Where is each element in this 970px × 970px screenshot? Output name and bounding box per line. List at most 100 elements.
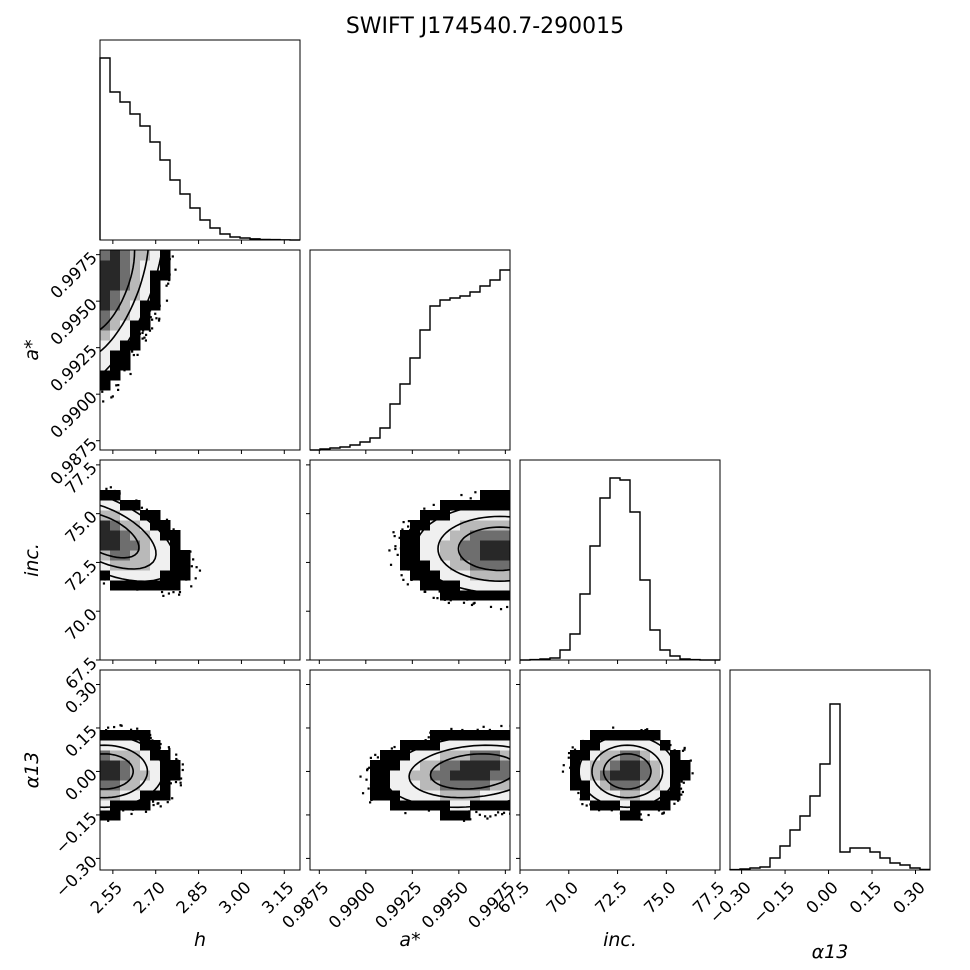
- density-cell: [120, 560, 131, 571]
- contour-line: [100, 250, 136, 331]
- density-cell: [170, 770, 181, 781]
- sample-point: [175, 757, 178, 761]
- sample-point: [573, 748, 577, 751]
- sample-point: [647, 813, 650, 817]
- density-cell: [160, 530, 171, 541]
- density-cell: [150, 530, 161, 541]
- sample-point: [181, 565, 185, 569]
- density-cell: [130, 500, 141, 511]
- sample-point: [571, 761, 574, 764]
- sample-point: [131, 350, 134, 353]
- density-cell: [130, 780, 141, 791]
- density-cell: [140, 730, 151, 741]
- sample-point: [683, 746, 686, 750]
- sample-point: [403, 802, 406, 805]
- density-cell: [440, 520, 451, 531]
- sample-point: [186, 559, 189, 562]
- density-cell: [440, 810, 451, 821]
- density-cell: [120, 530, 131, 541]
- sample-point: [491, 500, 494, 503]
- sample-point: [446, 809, 450, 813]
- sample-point: [482, 725, 485, 728]
- sample-point: [462, 601, 466, 604]
- density-cell: [660, 740, 671, 751]
- density-cell: [490, 570, 501, 581]
- density-cell: [640, 770, 651, 781]
- density-cell: [100, 500, 111, 511]
- sample-point: [177, 551, 180, 554]
- sample-point: [577, 791, 580, 795]
- density-cell: [500, 580, 510, 591]
- sample-point: [176, 536, 179, 540]
- density-cell: [120, 740, 131, 751]
- sample-point: [502, 811, 506, 814]
- density-cell: [430, 520, 441, 531]
- density-cell: [460, 800, 471, 811]
- density-cell: [150, 540, 161, 551]
- sample-point: [445, 597, 448, 601]
- histogram-inc: [519, 459, 721, 661]
- density-cell: [590, 780, 601, 791]
- density-cell: [110, 550, 121, 561]
- density-cell: [120, 330, 131, 341]
- density-cell: [500, 530, 510, 541]
- sample-point: [151, 318, 154, 321]
- contour-line: [100, 504, 157, 570]
- density-cell: [100, 750, 111, 761]
- density-cell: [100, 380, 111, 391]
- density-cell: [630, 780, 641, 791]
- sample-point: [166, 801, 169, 804]
- sample-point: [141, 337, 144, 340]
- sample-point: [117, 584, 120, 587]
- density-cell: [460, 760, 471, 771]
- density-cell: [180, 550, 191, 561]
- sample-point: [676, 785, 679, 788]
- density-cell: [420, 790, 431, 801]
- sample-point: [480, 733, 483, 736]
- density-cell: [430, 770, 441, 781]
- density-cell: [110, 770, 121, 781]
- sample-point: [165, 518, 169, 521]
- sample-point: [494, 814, 497, 817]
- y-axis-label-a: a*: [21, 339, 43, 360]
- sample-point: [657, 809, 661, 812]
- sample-point: [400, 574, 403, 577]
- density-cell: [430, 550, 441, 561]
- sample-point: [117, 388, 120, 391]
- density-cell: [630, 800, 641, 811]
- density-cell: [170, 760, 181, 771]
- sample-point: [446, 506, 449, 509]
- sample-point: [149, 316, 152, 319]
- sample-point: [402, 520, 405, 524]
- sample-point: [472, 602, 475, 605]
- density-cell: [110, 340, 121, 351]
- sample-point: [410, 561, 413, 564]
- density-cell: [430, 780, 441, 791]
- sample-point: [176, 759, 179, 762]
- sample-point: [168, 273, 171, 276]
- sample-point: [122, 809, 125, 812]
- density-cell: [150, 770, 161, 781]
- density-cell: [440, 530, 451, 541]
- density-cell: [500, 770, 510, 781]
- density-cell: [110, 740, 121, 751]
- sample-point: [589, 803, 592, 806]
- density-cell: [500, 520, 510, 531]
- sample-point: [109, 486, 112, 489]
- sample-point: [571, 785, 574, 789]
- sample-point: [179, 570, 182, 574]
- sample-point: [148, 329, 152, 332]
- sample-point: [185, 578, 188, 581]
- density-cell: [600, 790, 611, 801]
- sample-point: [585, 804, 588, 807]
- density-cell: [130, 580, 141, 591]
- density-cell: [140, 510, 151, 521]
- sample-point: [151, 327, 154, 330]
- sample-point: [113, 725, 116, 729]
- sample-point: [369, 756, 372, 759]
- sample-point: [385, 755, 388, 758]
- sample-point: [178, 593, 181, 596]
- density-cell: [440, 760, 451, 771]
- sample-point: [404, 812, 407, 815]
- sample-point: [595, 807, 598, 810]
